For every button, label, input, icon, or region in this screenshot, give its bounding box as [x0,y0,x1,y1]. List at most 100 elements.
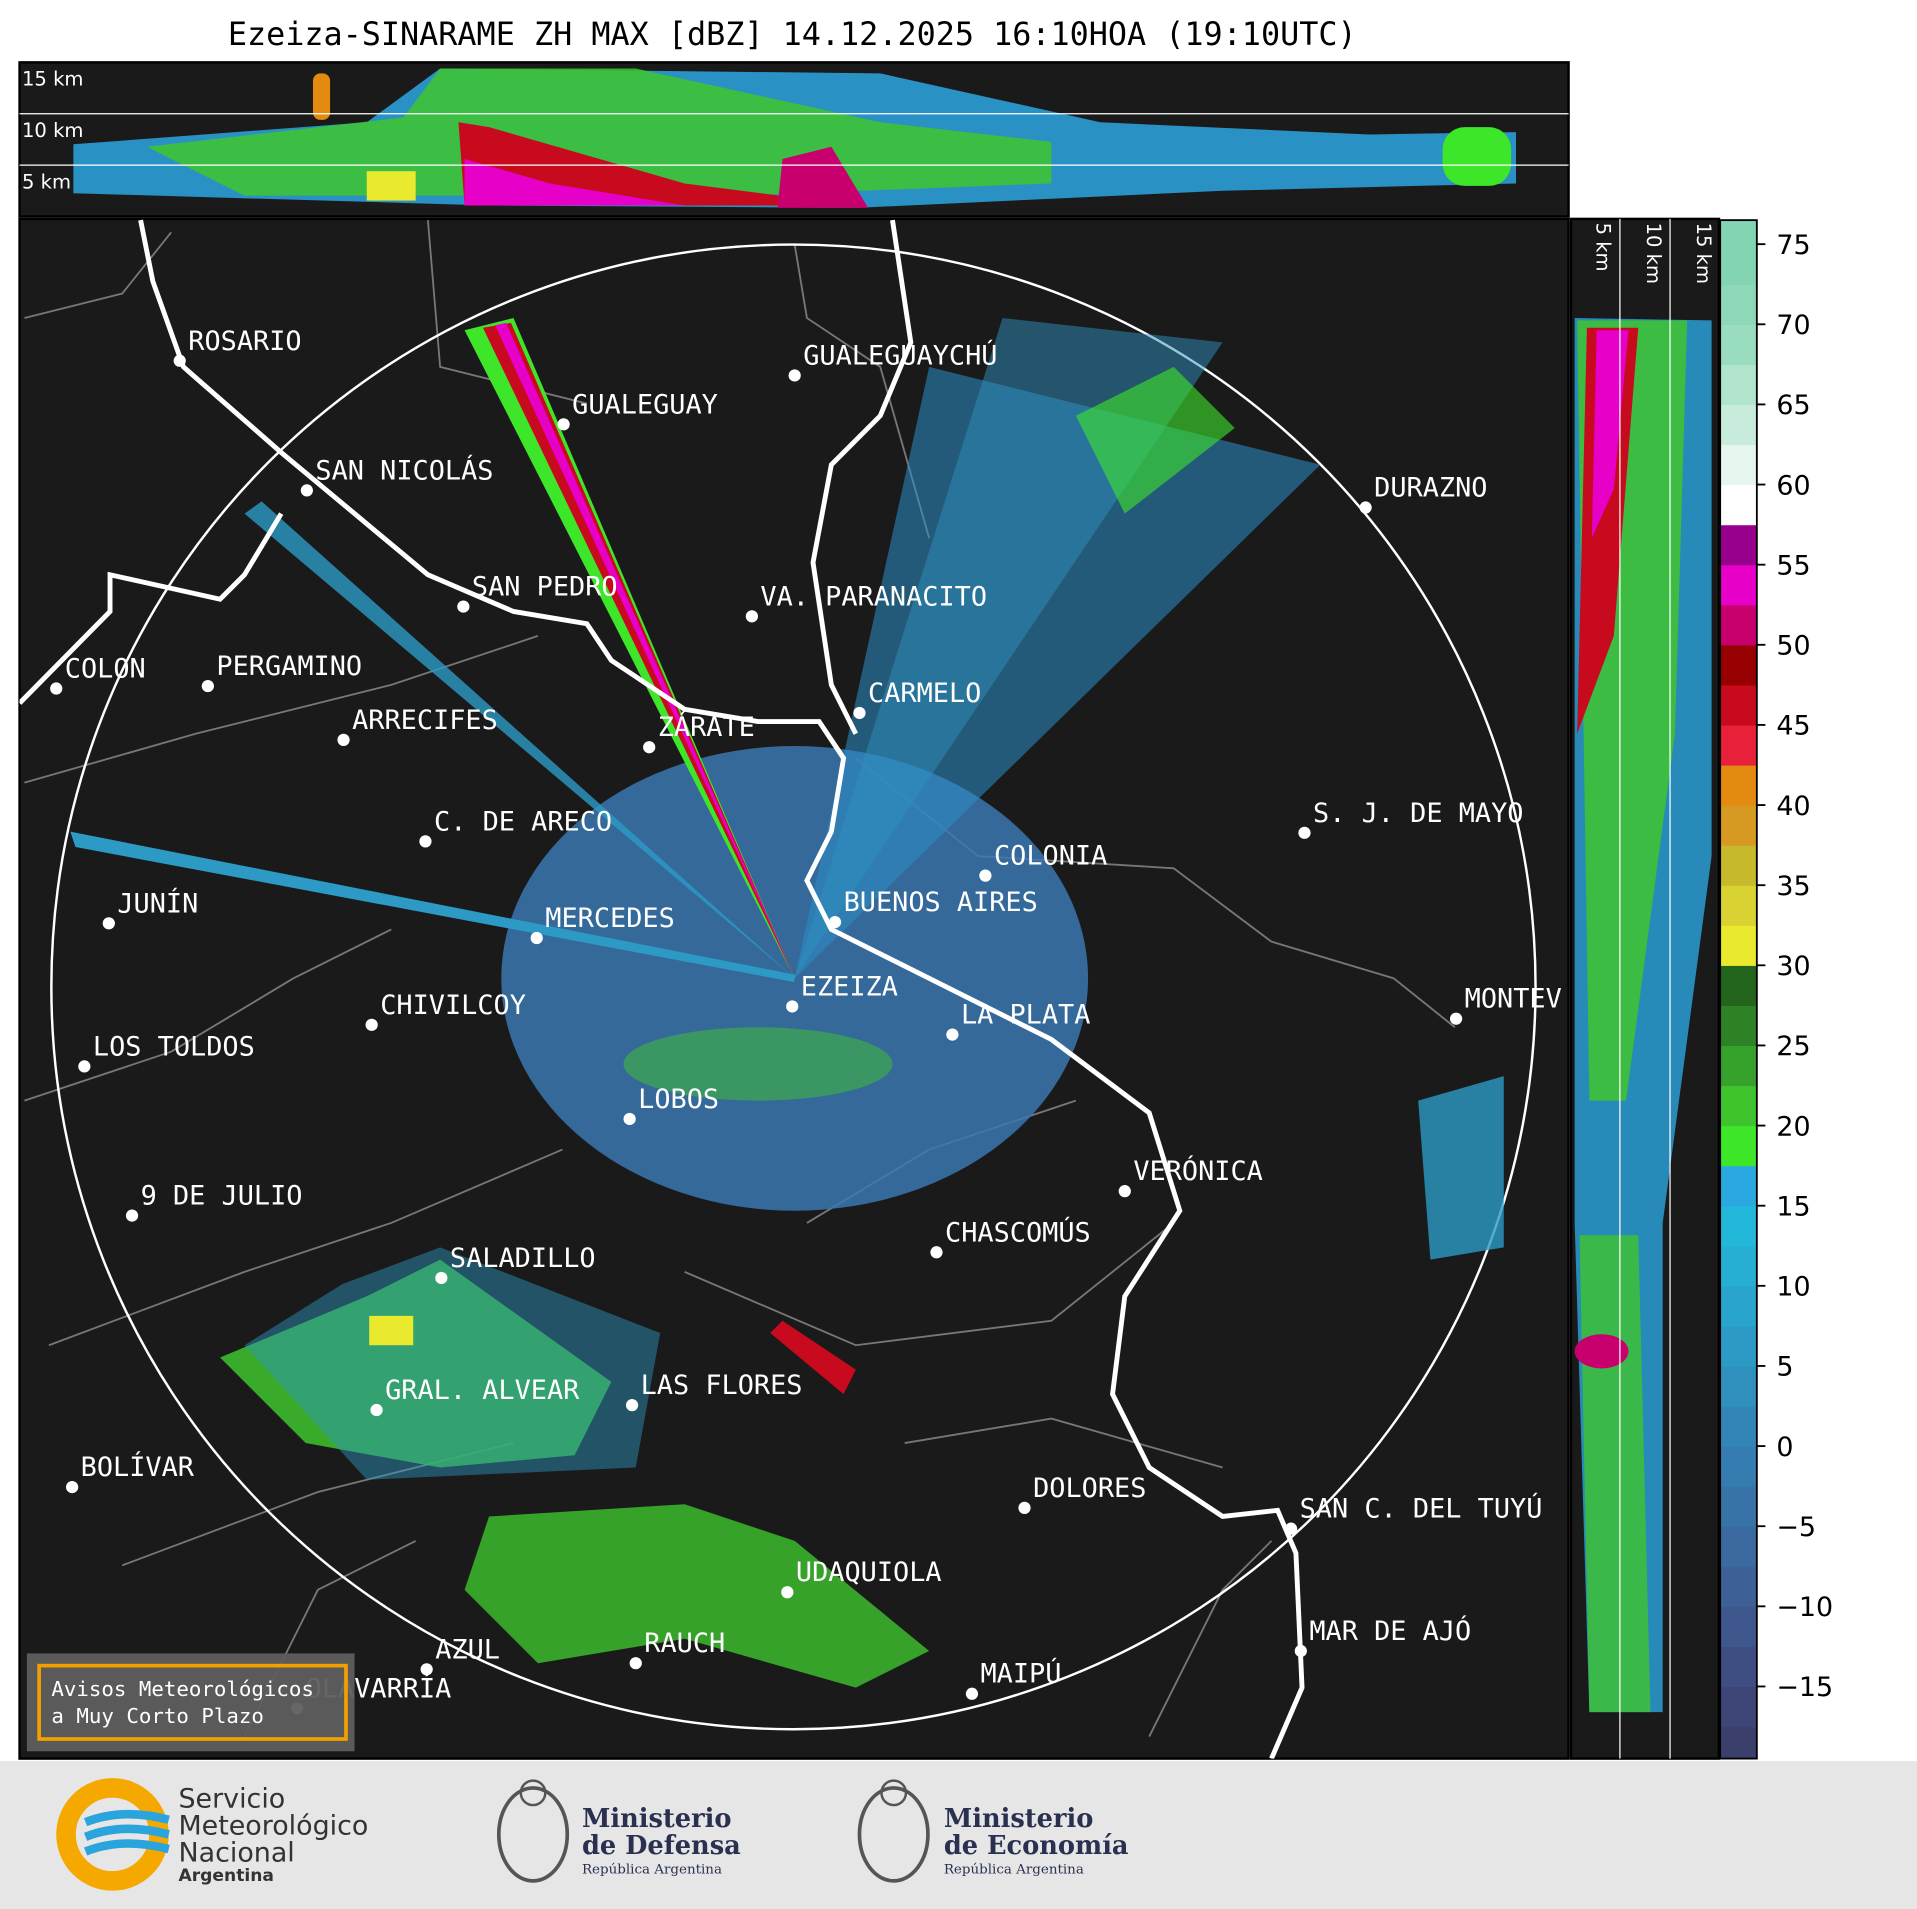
height-label: 10 km [22,119,83,142]
colorbar-segment [1720,1245,1757,1287]
colorbar-segment [1720,1726,1757,1760]
smn-logo [56,1778,170,1891]
city-dot [623,1112,636,1126]
colorbar-segment [1720,965,1757,1006]
range-ring [50,243,1537,1731]
colorbar-tick-label: 15 [1776,1191,1810,1222]
city-label: MAR DE AJÓ [1309,1615,1471,1647]
colorbar-tick-label: 65 [1776,390,1810,421]
colorbar-segment [1720,404,1757,446]
city-label: GRAL. ALVEAR [385,1375,580,1406]
city-label: CHIVILCOY [380,990,526,1021]
city-label: MONTEV [1465,984,1562,1015]
colorbar-segment [1720,524,1757,566]
colorbar-segment [1720,805,1757,846]
city-label: CARMELO [868,678,981,709]
city-label: LOBOS [638,1084,719,1115]
colorbar-segment [1720,324,1757,365]
height-label: 15 km [1692,223,1715,284]
title: Ezeiza-SINARAME ZH MAX [dBZ] 14.12.2025 … [228,16,1357,53]
colorbar-segment [1720,564,1757,606]
colorbar: −15 −10 −5 0 5 10 15 20 25 30 35 40 45 50 55 60 65 70 75 [1719,219,1833,1760]
colorbar-segment [1720,1646,1757,1688]
colorbar-segment [1720,644,1757,686]
colorbar-tick-label: 50 [1776,631,1810,662]
city-dot [78,1060,91,1073]
city-dot [1359,501,1372,514]
city-label: MAIPÚ [981,1658,1062,1690]
logo-text: Meteorológico [178,1810,368,1841]
logo-text: de Defensa [582,1831,741,1861]
colorbar-segment [1720,724,1757,766]
city-dot [125,1209,139,1222]
notice-text[interactable]: Avisos Meteorológicos [51,1677,314,1701]
city-dot [557,418,570,431]
city-label: PERGAMINO [216,651,362,682]
city-label: ROSARIO [188,326,301,357]
colorbar-segment [1720,885,1757,926]
city-label: RAUCH [644,1628,725,1659]
logo-text: de Economía [944,1831,1129,1861]
city-dot [102,917,115,930]
city-dot [786,1000,799,1013]
city-label: GUALEGUAY [572,389,718,420]
colorbar-segment [1720,1085,1757,1127]
city-label: COLONIA [994,841,1107,872]
city-label: 9 DE JULIO [141,1181,303,1212]
map-layer: ROSARIO GUALEGUAYCHÚ GUALEGUAY SAN NICOLÁS D… [19,219,1562,1759]
logo-text: Nacional [178,1837,294,1868]
city-dot [66,1480,79,1494]
colorbar-segment [1720,1285,1757,1327]
colorbar-frame [1719,219,1758,1760]
notice-border [37,1663,348,1741]
footer [0,1761,1917,1909]
city-dot [745,610,758,623]
colorbar-segment [1720,1045,1757,1087]
city-label: SAN PEDRO [472,572,618,603]
city-label: ARRECIFES [352,705,498,736]
city-label: SAN NICOLÁS [315,454,493,486]
colorbar-segment [1720,925,1757,966]
city-dot [828,915,842,929]
logo-text: Ministerio [944,1804,1094,1834]
colorbar-tick-label: 45 [1776,711,1810,742]
colorbar-segment [1720,1205,1757,1247]
logo-text: Ministerio [582,1804,732,1834]
notice-box[interactable] [26,1653,355,1752]
city-label: EZEIZA [801,971,898,1002]
colorbar-tick-label: 30 [1776,951,1810,982]
colorbar-segment [1720,220,1757,285]
notice-text[interactable]: a Muy Corto Plazo [51,1704,264,1728]
city-label: S. J. DE MAYO [1313,798,1523,829]
city-dot [946,1028,959,1041]
city-label: LAS FLORES [641,1370,803,1401]
colorbar-segment [1720,484,1757,526]
city-dot [300,484,313,497]
colorbar-tick-label: 55 [1776,550,1810,581]
colorbar-tick-label: 20 [1776,1111,1810,1142]
city-label: JUNÍN [117,887,198,919]
city-label: CHASCOMÚS [945,1216,1091,1248]
city-label: SALADILLO [450,1243,596,1274]
city-label: C. DE ARECO [434,806,612,837]
city-dot [370,1403,383,1417]
city-dot [1284,1522,1298,1535]
coastlines [19,219,1305,1759]
logo-text: Servicio [178,1783,285,1814]
colorbar-segment [1720,1406,1757,1447]
colorbar-segment [1720,684,1757,726]
logo-text: República Argentina [582,1863,722,1878]
colorbar-segment [1720,364,1757,406]
city-dot [1449,1012,1463,1025]
city-label: AZUL [435,1634,500,1665]
city-dot [173,354,186,367]
city-dot [419,835,432,848]
city-label: LA PLATA [961,1000,1091,1031]
top-echoes [73,68,1516,208]
colorbar-tick-label: −10 [1776,1592,1833,1623]
city-dot [1018,1501,1031,1514]
city-dot [788,369,801,382]
logo-text: República Argentina [944,1863,1084,1878]
